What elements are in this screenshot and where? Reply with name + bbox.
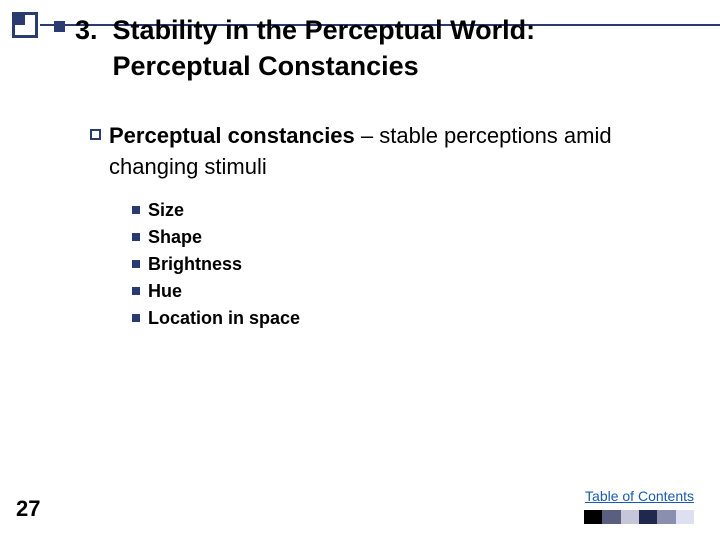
sub-bold: Perceptual constancies [109,123,355,148]
toc-link[interactable]: Table of Contents [585,488,694,504]
list-item: Hue [132,281,700,302]
list-item: Size [132,200,700,221]
corner-decoration [12,12,38,38]
corner-inner-square [12,12,25,25]
stripe [676,510,694,524]
slide-content: 3. Stability in the Perceptual World: Pe… [54,12,700,335]
sub-row: Perceptual constancies – stable percepti… [90,121,700,183]
bullet-small-icon [132,206,140,214]
bullet-square-icon [54,21,65,32]
heading-row: 3. Stability in the Perceptual World: Pe… [54,12,700,85]
bullet-small-icon [132,314,140,322]
heading-line2: Perceptual Constancies [113,51,419,81]
page-number: 27 [16,496,40,522]
list-item-label: Hue [148,281,182,302]
stripe [657,510,675,524]
constancies-list: Size Shape Brightness Hue Location in sp… [132,200,700,329]
stripe [584,510,602,524]
sub-text: Perceptual constancies – stable percepti… [109,121,700,183]
list-item-label: Size [148,200,184,221]
stripe [602,510,620,524]
heading-line1: Stability in the Perceptual World: [113,15,536,45]
bullet-small-icon [132,260,140,268]
sub-block: Perceptual constancies – stable percepti… [90,121,700,183]
heading-number: 3. [75,15,98,45]
list-item: Shape [132,227,700,248]
stripe [639,510,657,524]
stripes-decoration [584,510,694,524]
bullet-small-icon [132,233,140,241]
list-item-label: Brightness [148,254,242,275]
list-item-label: Location in space [148,308,300,329]
list-item-label: Shape [148,227,202,248]
bullet-small-icon [132,287,140,295]
stripe [621,510,639,524]
slide-heading: 3. Stability in the Perceptual World: Pe… [75,12,535,85]
list-item: Location in space [132,308,700,329]
list-item: Brightness [132,254,700,275]
hollow-square-icon [90,129,101,140]
